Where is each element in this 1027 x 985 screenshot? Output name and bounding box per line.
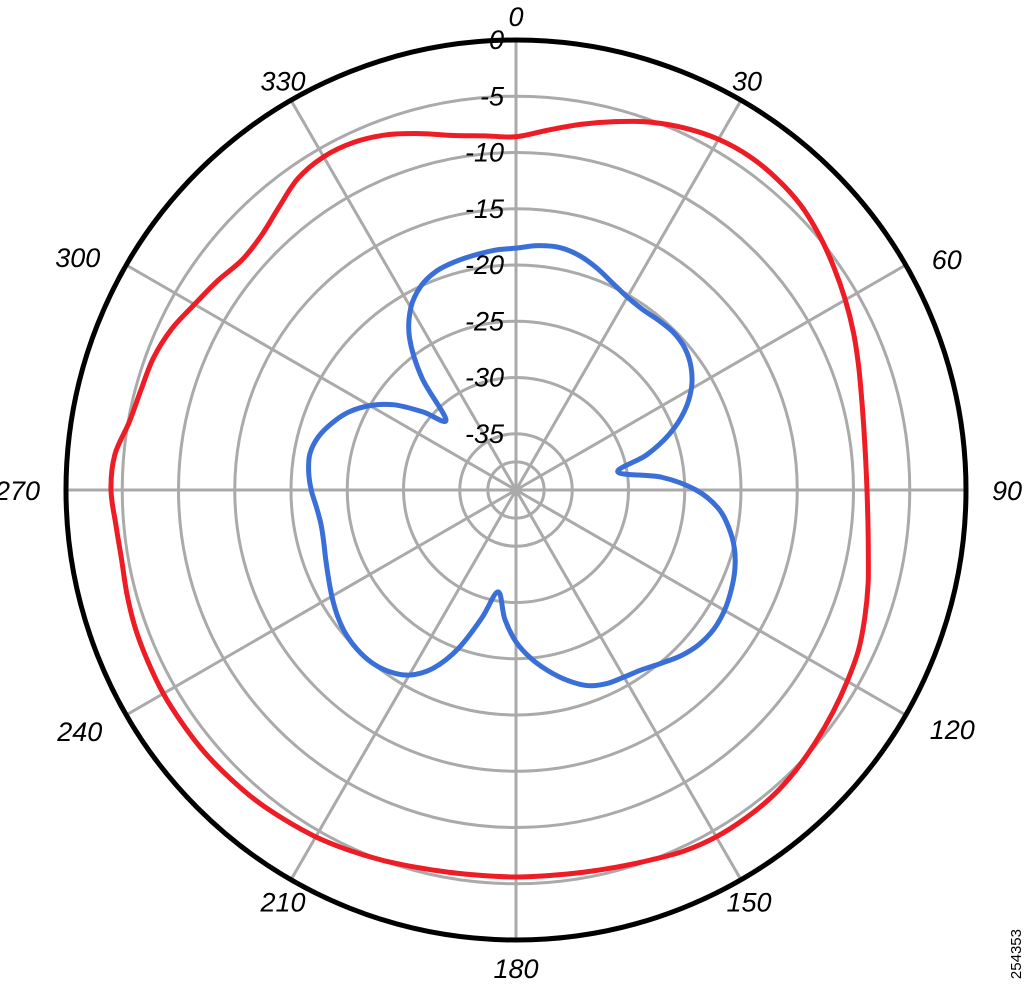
angular-tick-label-150: 150	[726, 888, 771, 918]
grid-layer	[66, 40, 966, 940]
outer-boundary-ring	[63, 37, 969, 943]
angular-tick-label-330: 330	[260, 66, 305, 96]
series-curve-red-pattern	[108, 118, 871, 880]
radial-tick-label: -30	[465, 363, 504, 393]
radial-tick-label: 0	[489, 25, 504, 55]
grid-spoke	[125, 263, 517, 492]
radial-tick-label: -35	[465, 419, 505, 449]
outer-ring-layer	[63, 37, 969, 943]
radial-tick-label: -5	[480, 81, 505, 111]
grid-spoke	[289, 99, 518, 491]
grid-spoke	[125, 488, 517, 717]
angular-tick-label-0: 0	[508, 2, 523, 32]
radial-tick-labels: 0 -5 -10 -15 -20 -25 -30 -35	[465, 25, 505, 449]
angular-tick-label-30: 30	[732, 66, 762, 96]
angular-tick-label-180: 180	[493, 954, 538, 984]
grid-spoke	[289, 489, 518, 881]
series-curve-blue-pattern	[306, 243, 738, 689]
series-layer	[108, 118, 871, 880]
document-id-label: 254353	[1008, 928, 1025, 979]
angular-tick-label-270: 270	[0, 476, 40, 506]
radial-tick-label: -10	[465, 138, 504, 168]
radial-tick-label: -20	[465, 250, 504, 280]
angular-tick-label-240: 240	[56, 717, 102, 747]
angular-tick-label-300: 300	[55, 243, 100, 273]
angular-tick-label-120: 120	[930, 715, 975, 745]
angular-tick-label-60: 60	[932, 245, 962, 275]
grid-spoke	[514, 489, 743, 881]
radial-tick-label: -15	[465, 194, 505, 224]
angular-tick-label-210: 210	[259, 888, 305, 918]
grid-spoke	[515, 488, 907, 717]
angular-tick-label-90: 90	[992, 476, 1022, 506]
radial-tick-label: -25	[465, 306, 505, 336]
grid-spoke	[515, 263, 907, 492]
